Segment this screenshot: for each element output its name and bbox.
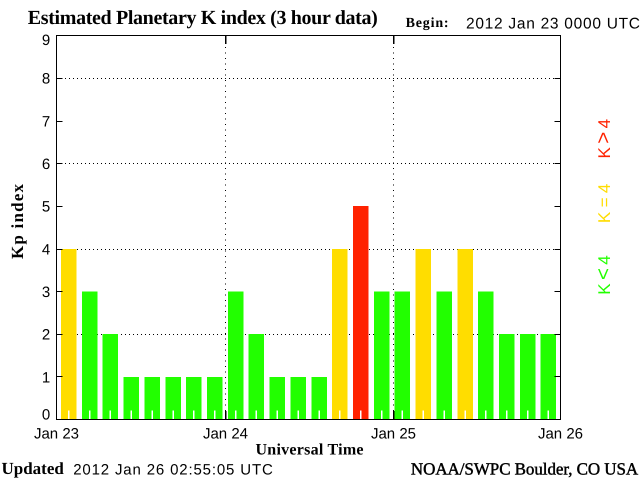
svg-text:0: 0 bbox=[42, 406, 50, 423]
svg-text:K<4: K<4 bbox=[592, 255, 615, 295]
svg-text:Begin:: Begin: bbox=[406, 16, 449, 31]
svg-text:4: 4 bbox=[42, 241, 50, 258]
svg-text:2012 Jan 23 0000 UTC: 2012 Jan 23 0000 UTC bbox=[466, 16, 640, 33]
svg-text:Jan 25: Jan 25 bbox=[371, 426, 416, 443]
svg-text:2: 2 bbox=[42, 327, 50, 344]
svg-text:Jan 26: Jan 26 bbox=[538, 426, 583, 443]
svg-text:Updated: Updated bbox=[2, 459, 65, 478]
svg-text:K=4: K=4 bbox=[595, 184, 614, 224]
svg-text:6: 6 bbox=[42, 156, 50, 173]
svg-text:1: 1 bbox=[42, 369, 50, 386]
svg-text:3: 3 bbox=[42, 284, 50, 301]
svg-text:Universal Time: Universal Time bbox=[256, 442, 364, 459]
svg-text:Jan 24: Jan 24 bbox=[203, 426, 248, 443]
svg-text:7: 7 bbox=[42, 113, 50, 130]
svg-text:K>4: K>4 bbox=[592, 119, 615, 159]
svg-text:Jan 23: Jan 23 bbox=[34, 426, 79, 443]
svg-text:8: 8 bbox=[42, 71, 50, 88]
svg-text:2012 Jan 26 02:55:05 UTC: 2012 Jan 26 02:55:05 UTC bbox=[73, 462, 273, 479]
svg-text:Kp index: Kp index bbox=[8, 184, 27, 260]
svg-text:5: 5 bbox=[42, 199, 50, 216]
svg-text:9: 9 bbox=[42, 32, 50, 49]
svg-text:NOAA/SWPC Boulder, CO USA: NOAA/SWPC Boulder, CO USA bbox=[411, 460, 639, 479]
svg-text:Estimated Planetary K index (3: Estimated Planetary K index (3 hour data… bbox=[28, 7, 378, 29]
